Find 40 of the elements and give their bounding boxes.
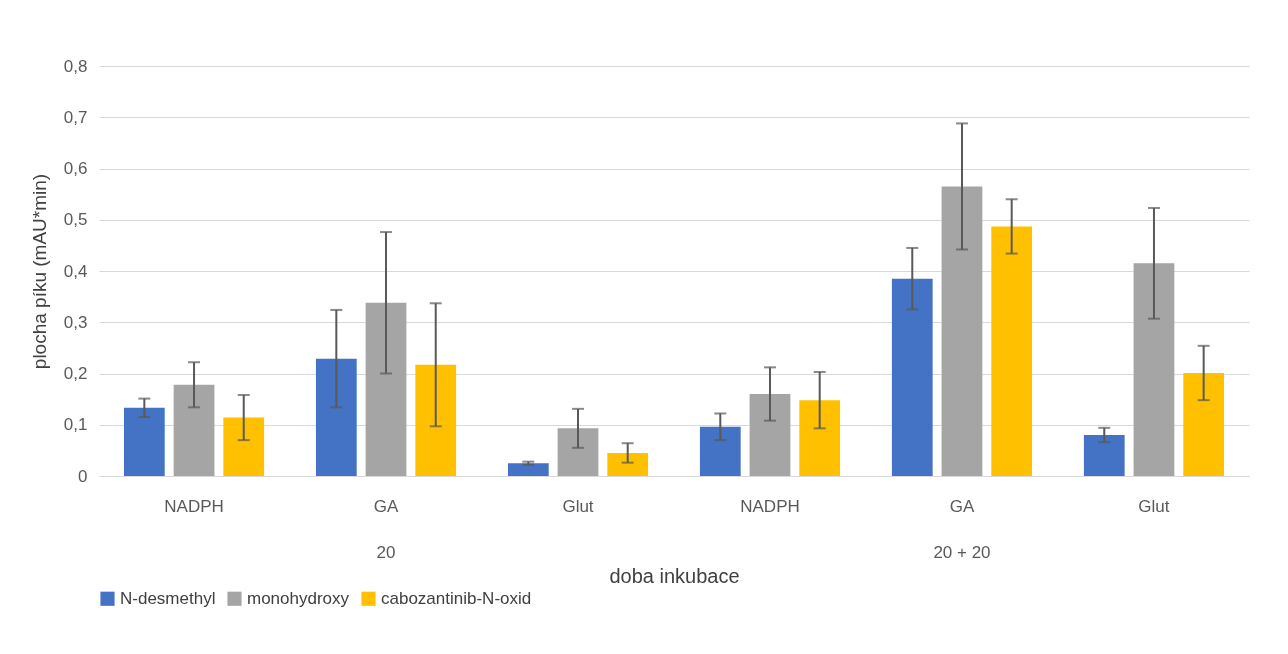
bar <box>123 407 165 476</box>
y-tick-label: 0,7 <box>63 107 88 127</box>
bar <box>173 384 215 476</box>
bar <box>749 394 791 476</box>
x-axis-title: doba inkubace <box>609 564 740 587</box>
bar <box>223 417 265 476</box>
y-tick-label: 0,6 <box>63 159 88 178</box>
y-axis-title: plocha píku (mAU*min) <box>28 173 50 370</box>
x-tick-label: Glut <box>1138 496 1170 516</box>
x-tick-label: Glut <box>562 496 594 516</box>
y-tick-label: 0,8 <box>63 56 88 76</box>
bar <box>1183 372 1225 476</box>
bar <box>1083 435 1125 476</box>
text: 20 + 20 <box>933 543 991 562</box>
legend-label: N-desmethyl <box>120 588 216 608</box>
legend-label: monohydroxy <box>247 588 350 608</box>
y-tick-label: 0,3 <box>63 312 88 332</box>
bar <box>891 278 933 476</box>
x-tick-label: GA <box>373 496 399 516</box>
y-tick-label: 0,2 <box>63 364 88 383</box>
bar <box>1133 263 1175 476</box>
y-tick-label: 0 <box>78 466 88 486</box>
legend-label: cabozantinib-N-oxid <box>381 588 532 608</box>
bar <box>991 226 1033 476</box>
bar <box>365 302 407 476</box>
y-tick-label: 0,5 <box>63 210 88 230</box>
x-tick-label: NADPH <box>164 496 224 516</box>
x-tick-label: GA <box>949 496 975 516</box>
bar <box>799 400 841 476</box>
bar <box>507 463 549 476</box>
bar <box>415 364 457 476</box>
bar <box>557 428 599 476</box>
bar <box>699 426 741 476</box>
text: 20 <box>376 543 396 562</box>
x-tick-label: NADPH <box>740 496 800 516</box>
y-tick-label: 0,1 <box>63 415 88 435</box>
bar <box>941 186 983 476</box>
bar <box>315 358 357 476</box>
y-tick-label: 0,4 <box>63 261 88 281</box>
bar <box>607 452 649 476</box>
